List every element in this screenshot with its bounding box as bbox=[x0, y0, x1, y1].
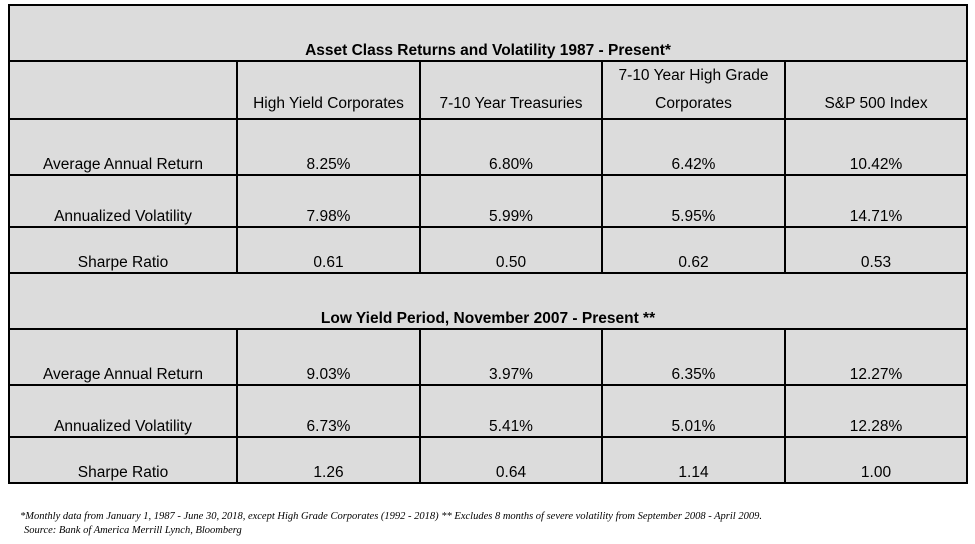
data-cell: 1.00 bbox=[783, 436, 969, 484]
data-cell: 10.42% bbox=[783, 118, 969, 176]
column-header: S&P 500 Index bbox=[783, 60, 969, 120]
column-header-line: Corporates bbox=[655, 95, 732, 112]
data-cell: 1.14 bbox=[601, 436, 786, 484]
section-title-1: Asset Class Returns and Volatility 1987 … bbox=[7, 4, 969, 62]
column-header-line: High Yield Corporates bbox=[253, 95, 404, 112]
data-cell: 7.98% bbox=[236, 174, 421, 228]
returns-table: Asset Class Returns and Volatility 1987 … bbox=[7, 4, 969, 484]
data-cell: 0.62 bbox=[601, 226, 786, 274]
data-cell: 5.01% bbox=[601, 384, 786, 438]
data-cell: 0.61 bbox=[236, 226, 421, 274]
row-label: Annualized Volatility bbox=[8, 384, 238, 438]
data-cell: 1.26 bbox=[236, 436, 421, 484]
data-cell: 5.95% bbox=[601, 174, 786, 228]
data-cell: 3.97% bbox=[419, 328, 603, 386]
data-cell: 0.64 bbox=[419, 436, 603, 484]
row-label: Average Annual Return bbox=[8, 118, 238, 176]
data-cell: 5.41% bbox=[419, 384, 603, 438]
data-cell: 6.42% bbox=[601, 118, 786, 176]
row-label: Annualized Volatility bbox=[8, 174, 238, 228]
data-cell: 12.27% bbox=[783, 328, 969, 386]
data-cell: 8.25% bbox=[236, 118, 421, 176]
data-cell: 14.71% bbox=[783, 174, 969, 228]
source-note: Source: Bank of America Merrill Lynch, B… bbox=[24, 525, 242, 536]
data-cell: 0.53 bbox=[783, 226, 969, 274]
row-label: Average Annual Return bbox=[8, 328, 238, 386]
data-cell: 0.50 bbox=[419, 226, 603, 274]
column-header-line: 7-10 Year Treasuries bbox=[439, 95, 583, 112]
column-header: 7-10 Year High Grade Corporates bbox=[601, 60, 786, 120]
data-cell: 6.35% bbox=[601, 328, 786, 386]
data-cell: 6.73% bbox=[236, 384, 421, 438]
column-header: 7-10 Year Treasuries bbox=[419, 60, 603, 120]
column-header-line: S&P 500 Index bbox=[824, 95, 928, 112]
row-label: Sharpe Ratio bbox=[8, 436, 238, 484]
section-title-2: Low Yield Period, November 2007 - Presen… bbox=[7, 272, 969, 330]
data-cell: 12.28% bbox=[783, 384, 969, 438]
column-header-line: 7-10 Year High Grade bbox=[618, 67, 769, 84]
data-cell: 6.80% bbox=[419, 118, 603, 176]
data-cell: 5.99% bbox=[419, 174, 603, 228]
data-cell: 9.03% bbox=[236, 328, 421, 386]
column-header: High Yield Corporates bbox=[236, 60, 421, 120]
footnote: *Monthly data from January 1, 1987 - Jun… bbox=[20, 511, 762, 522]
corner-cell bbox=[8, 60, 238, 120]
row-label: Sharpe Ratio bbox=[8, 226, 238, 274]
